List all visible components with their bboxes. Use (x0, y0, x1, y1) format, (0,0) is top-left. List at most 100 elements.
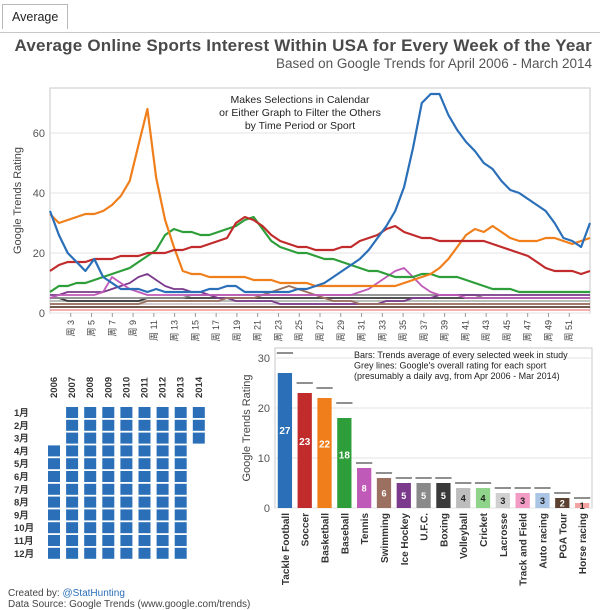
calendar-cell-2008-8[interactable] (84, 496, 97, 508)
bar-cricket[interactable] (475, 488, 491, 508)
calendar-cell-2011-7[interactable] (138, 483, 151, 495)
calendar-cell-2008-3[interactable] (84, 432, 97, 444)
tab-average[interactable]: Average (2, 4, 69, 29)
series-line-tennis[interactable] (49, 267, 590, 299)
bar-lacrosse[interactable] (495, 493, 510, 508)
sport-average-bar-chart[interactable]: 0 10 20 30 Google Trends Rating 27 Tackle Foot… (230, 343, 600, 593)
calendar-cell-2010-11[interactable] (120, 535, 133, 546)
weekly-interest-line-chart[interactable]: 0 20 40 60 周 3 周 5 周 7 周 9 周 11 周 13 周 15 周 17 周 19 周… (0, 80, 600, 352)
calendar-cell-2009-2[interactable] (102, 419, 115, 431)
calendar-cell-2012-9[interactable] (156, 509, 169, 521)
calendar-cell-2011-8[interactable] (138, 496, 151, 508)
bar-baseball[interactable] (337, 418, 352, 508)
calendar-cell-2008-9[interactable] (84, 509, 97, 521)
calendar-cell-2007-11[interactable] (66, 535, 79, 546)
calendar-cell-2011-12[interactable] (138, 547, 151, 559)
calendar-cell-2007-3[interactable] (66, 432, 79, 444)
calendar-cell-2011-9[interactable] (138, 509, 151, 521)
series-line-tackle-football[interactable] (48, 92, 592, 294)
calendar-cell-2011-1[interactable] (138, 407, 151, 418)
calendar-cell-2008-2[interactable] (84, 419, 97, 431)
calendar-cell-2008-7[interactable] (84, 483, 97, 495)
calendar-cell-2010-12[interactable] (120, 547, 133, 559)
series-line-swimming[interactable] (50, 285, 590, 305)
calendar-cell-2013-1[interactable] (174, 407, 187, 418)
calendar-cell-2012-4[interactable] (156, 445, 169, 457)
calendar-cell-2010-4[interactable] (120, 445, 133, 457)
calendar-cell-2013-10[interactable] (174, 522, 187, 534)
calendar-cell-2007-7[interactable] (66, 483, 79, 495)
calendar-cell-2010-9[interactable] (120, 509, 133, 521)
bar-horse-racing[interactable] (574, 503, 590, 508)
calendar-cell-2011-10[interactable] (138, 522, 151, 534)
calendar-cell-2010-10[interactable] (120, 522, 133, 534)
bar-volleyball[interactable] (456, 488, 471, 508)
calendar-cell-2009-7[interactable] (102, 483, 115, 495)
calendar-cell-2013-2[interactable] (174, 419, 187, 431)
calendar-cell-2008-1[interactable] (84, 407, 97, 418)
calendar-cell-2012-12[interactable] (156, 547, 169, 559)
calendar-cell-2009-3[interactable] (102, 432, 115, 444)
calendar-cell-2008-6[interactable] (84, 471, 97, 482)
bar-tennis[interactable] (357, 468, 372, 508)
bar-soccer[interactable] (297, 393, 312, 508)
calendar-cell-2007-9[interactable] (66, 509, 79, 521)
bar-basketball[interactable] (317, 398, 332, 508)
calendar-cell-2008-12[interactable] (84, 547, 97, 559)
calendar-cell-2013-7[interactable] (174, 483, 187, 495)
calendar-cell-2012-2[interactable] (156, 419, 169, 431)
bar-boxing[interactable] (436, 483, 451, 508)
calendar-cell-2014-1[interactable] (192, 407, 205, 418)
bar-auto-racing[interactable] (535, 493, 550, 508)
calendar-cell-2013-9[interactable] (174, 509, 187, 521)
calendar-cell-2009-10[interactable] (102, 522, 115, 534)
bar-track-and-field[interactable] (515, 493, 530, 508)
calendar-cell-2006-8[interactable] (48, 496, 60, 508)
calendar-cell-2012-10[interactable] (156, 522, 169, 534)
calendar-cell-2006-10[interactable] (48, 522, 60, 534)
calendar-cell-2007-1[interactable] (66, 407, 79, 418)
calendar-cell-2007-8[interactable] (66, 496, 79, 508)
calendar-cell-2007-4[interactable] (66, 445, 79, 457)
calendar-cell-2010-5[interactable] (120, 458, 133, 470)
series-line-baseball[interactable] (49, 215, 590, 294)
calendar-cell-2007-5[interactable] (66, 458, 79, 470)
calendar-cell-2009-1[interactable] (102, 407, 115, 418)
calendar-cell-2007-2[interactable] (66, 419, 79, 431)
calendar-cell-2006-5[interactable] (48, 458, 60, 470)
bar-u-f-c[interactable] (416, 483, 431, 508)
calendar-cell-2011-5[interactable] (138, 458, 151, 470)
calendar-filter[interactable]: 2006 2007 2008 2009 2010 2011 2012 2013 2014 1月 2月… (0, 370, 210, 575)
calendar-cell-2012-11[interactable] (156, 535, 169, 546)
calendar-cell-2012-8[interactable] (156, 496, 169, 508)
series-line-basketball[interactable] (49, 107, 591, 288)
calendar-cell-2012-7[interactable] (156, 483, 169, 495)
calendar-cell-2013-3[interactable] (174, 432, 187, 444)
bar-tackle-football[interactable] (277, 373, 293, 508)
calendar-cell-2008-5[interactable] (84, 458, 97, 470)
calendar-cell-2013-5[interactable] (174, 458, 187, 470)
calendar-cell-2009-11[interactable] (102, 535, 115, 546)
bar-ice-hockey[interactable] (396, 483, 411, 508)
calendar-cell-2008-11[interactable] (84, 535, 97, 546)
author-link[interactable]: @StatHunting (62, 588, 125, 599)
calendar-cell-2011-11[interactable] (138, 535, 151, 546)
calendar-cell-2006-11[interactable] (48, 535, 60, 546)
calendar-cell-2010-7[interactable] (120, 483, 133, 495)
calendar-cell-2010-2[interactable] (120, 419, 133, 431)
calendar-cell-2007-10[interactable] (66, 522, 79, 534)
calendar-cell-2007-6[interactable] (66, 471, 79, 482)
series-line-soccer[interactable] (49, 215, 591, 276)
calendar-cell-2009-5[interactable] (102, 458, 115, 470)
calendar-cell-2008-4[interactable] (84, 445, 97, 457)
calendar-cell-2010-3[interactable] (120, 432, 133, 444)
calendar-cell-2007-12[interactable] (66, 547, 79, 559)
calendar-cell-2011-6[interactable] (138, 471, 151, 482)
calendar-cell-2006-4[interactable] (48, 445, 60, 457)
calendar-cell-2010-1[interactable] (120, 407, 133, 418)
calendar-cell-2012-1[interactable] (156, 407, 169, 418)
calendar-cell-2014-3[interactable] (192, 432, 205, 444)
bar-swimming[interactable] (376, 478, 392, 508)
calendar-cell-2012-5[interactable] (156, 458, 169, 470)
calendar-cell-2011-4[interactable] (138, 445, 151, 457)
